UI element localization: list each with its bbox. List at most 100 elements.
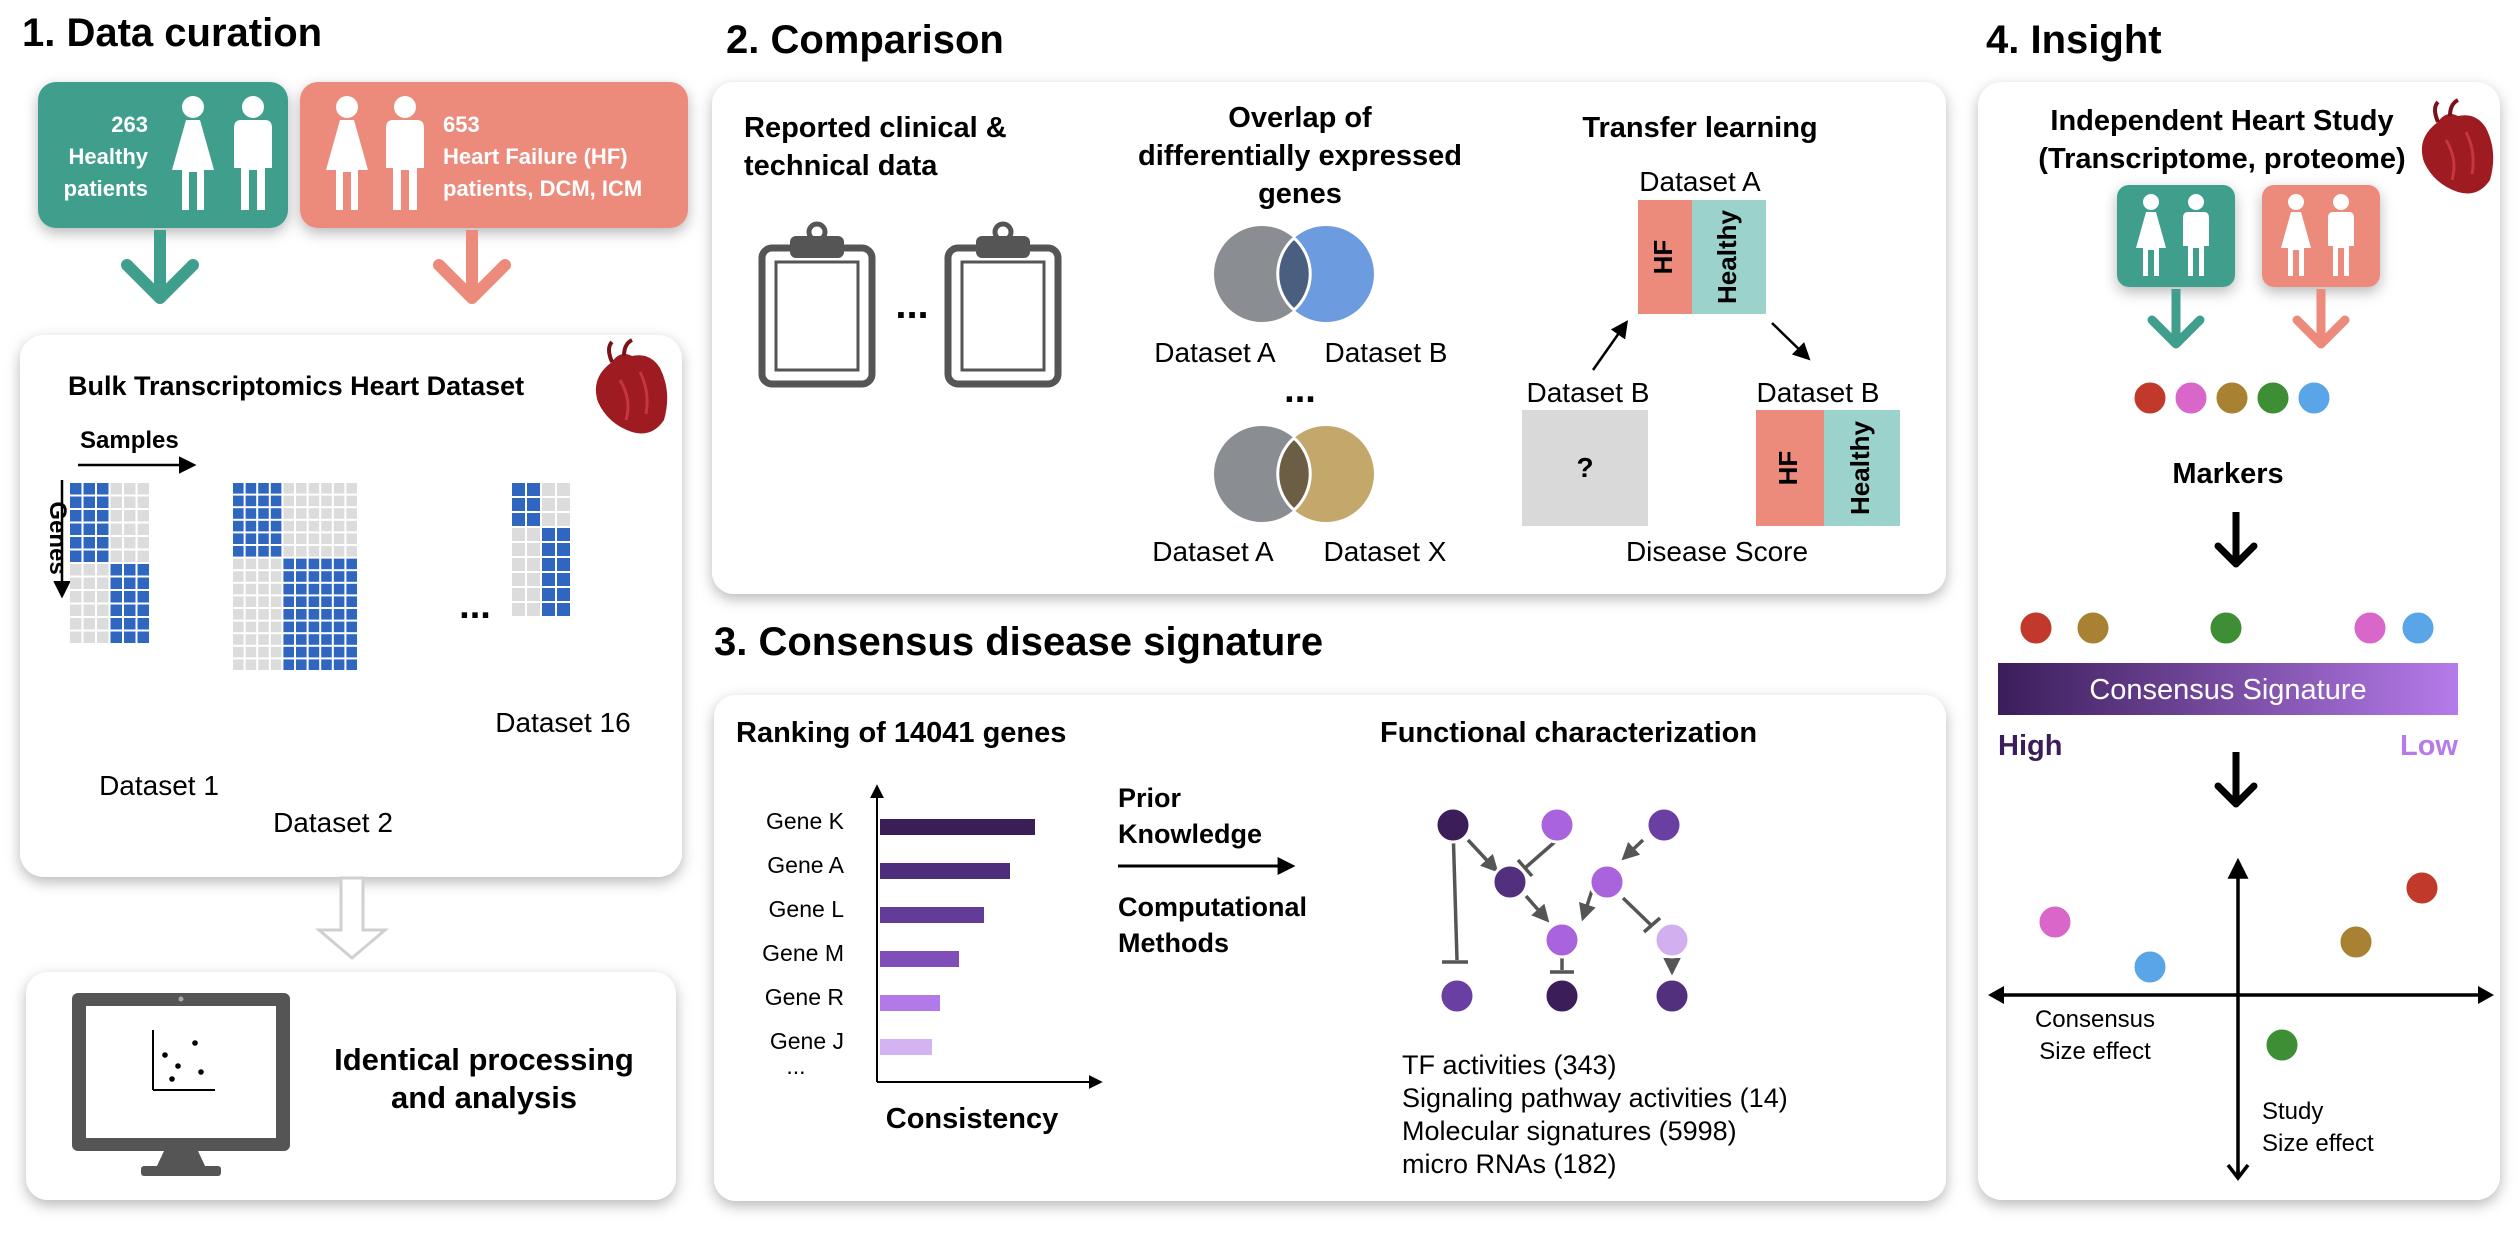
matrix-cell: [245, 520, 257, 532]
matrix-cell: [270, 558, 282, 570]
study-healthy-card: [2117, 185, 2235, 287]
matrix-cell: [70, 591, 82, 603]
hf-label-line1: Heart Failure (HF): [443, 144, 628, 169]
matrix-cell: [137, 537, 149, 549]
matrix-cell: [83, 618, 95, 630]
matrix-cell: [527, 573, 540, 586]
matrix-cell: [283, 596, 294, 607]
ranking-title: Ranking of 14041 genes: [736, 717, 1066, 749]
matrix-cell: [70, 496, 82, 508]
unknown-dataset-block: [1522, 410, 1648, 526]
consensus-signature-label: Consensus Signature: [2089, 674, 2366, 706]
matrix-cell: [333, 495, 345, 507]
matrix-cell: [70, 523, 82, 535]
matrix-cell: [233, 558, 244, 570]
matrix-cell: [283, 583, 294, 595]
matrix-cell: [137, 496, 149, 508]
transfer-dataset-b-left: Dataset B: [1527, 377, 1650, 408]
matrix-cell: [110, 591, 122, 603]
matrix-cell: [97, 564, 109, 576]
matrix-cell: [124, 564, 136, 576]
matrix-cell: [333, 609, 345, 620]
matrix-cell: [333, 659, 345, 670]
matrix-cell: [296, 483, 307, 494]
y-axis-label-line2: Size effect: [2262, 1130, 2374, 1157]
matrix-cell: [83, 564, 95, 576]
matrix-cell: [296, 646, 307, 658]
processing-line2: and analysis: [391, 1080, 577, 1115]
matrix-cell: [233, 520, 244, 532]
matrix-cell: [83, 496, 95, 508]
matrix-cell: [296, 583, 307, 595]
matrix-cell: [321, 609, 332, 620]
transfer-arrow-down: [1771, 322, 1811, 361]
matrix-cell: [283, 621, 294, 633]
dataset-panel-title: Bulk Transcriptomics Heart Dataset: [68, 371, 524, 401]
matrix-cell: [70, 631, 82, 643]
matrix-cell: [97, 604, 109, 616]
matrix-cell: [110, 510, 122, 522]
venn1-left-label: Dataset A: [1154, 337, 1276, 368]
gene-bar: [880, 907, 984, 923]
matrix-cell: [124, 537, 136, 549]
matrix-cell: [70, 577, 82, 589]
matrix-cell: [124, 577, 136, 589]
matrix-cell: [333, 634, 345, 645]
hf-arrow: [433, 230, 511, 304]
matrix-cell: [83, 577, 95, 589]
matrix-cell: [321, 659, 332, 670]
venn-diagram-a-x: [1214, 426, 1374, 522]
matrix-cell: [124, 496, 136, 508]
matrix-cell: [97, 496, 109, 508]
matrix-cell: [308, 495, 320, 507]
result-molecular: Molecular signatures (5998): [1402, 1116, 1737, 1146]
x-axis-left-arrow: [1988, 986, 2004, 1004]
matrix-cell: [346, 583, 357, 595]
matrix-cell: [233, 659, 244, 670]
matrix-cell: [557, 588, 570, 601]
matrix-cell: [270, 483, 282, 494]
matrix-cell: [346, 483, 357, 494]
gene-label: Gene A: [767, 852, 844, 878]
dataset16-matrix: [512, 483, 570, 616]
matrix-cell: [233, 508, 244, 519]
matrix-cell: [283, 546, 294, 557]
clinical-line1: Reported clinical &: [744, 112, 1007, 144]
matrix-cell: [542, 513, 555, 526]
matrix-cell: [333, 533, 345, 544]
matrix-cell: [97, 537, 109, 549]
matrix-cell: [233, 546, 244, 557]
matrix-cell: [346, 533, 357, 544]
matrix-cell: [308, 546, 320, 557]
matrix-cell: [557, 558, 570, 571]
matrix-cell: [258, 508, 269, 519]
matrix-cell: [542, 573, 555, 586]
matrix-cell: [245, 533, 257, 544]
insight-panel: Independent Heart Study (Transcriptome, …: [1978, 82, 2500, 1200]
matrix-cell: [233, 571, 244, 582]
matrix-cell: [296, 609, 307, 620]
comparison-panel: Reported clinical & technical data ... O…: [712, 82, 1946, 594]
matrix-cell: [333, 646, 345, 658]
matrix-cell: [283, 558, 294, 570]
matrix-cell: [346, 609, 357, 620]
clipboard-icon: [758, 221, 876, 388]
matrix-cell: [308, 634, 320, 645]
matrix-cell: [333, 508, 345, 519]
matrix-cell: [308, 621, 320, 633]
matrix-cell: [83, 523, 95, 535]
matrix-cell: [258, 659, 269, 670]
down-arrow-icon: [2214, 752, 2258, 808]
matrix-cell: [333, 571, 345, 582]
matrix-cell: [283, 571, 294, 582]
matrix-cell: [83, 604, 95, 616]
study-healthy-arrow: [2147, 289, 2205, 349]
matrix-cell: [527, 483, 540, 496]
x-axis-label-line1: Consensus: [2035, 1006, 2155, 1033]
matrix-cell: [557, 498, 570, 511]
matrix-cell: [512, 483, 525, 496]
gene-bar: [880, 995, 940, 1011]
functional-title: Functional characterization: [1380, 717, 1757, 749]
matrix-cell: [137, 618, 149, 630]
matrix-cell: [321, 558, 332, 570]
